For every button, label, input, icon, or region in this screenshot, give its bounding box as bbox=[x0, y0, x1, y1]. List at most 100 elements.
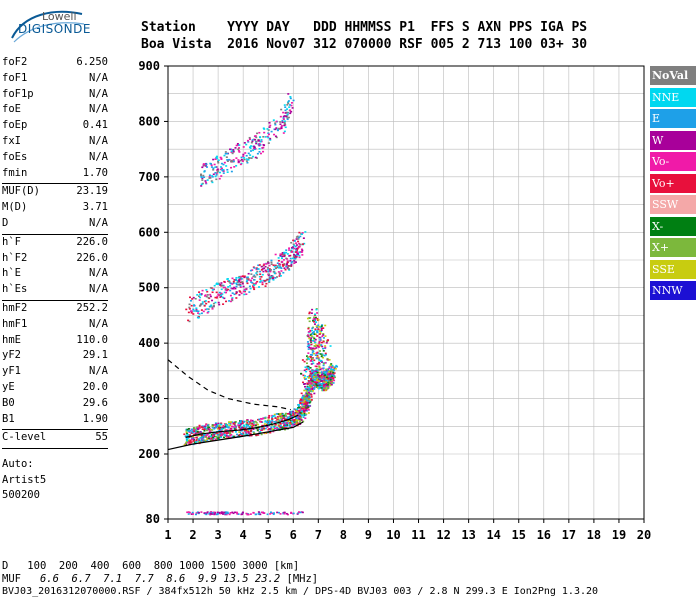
echo-point bbox=[277, 417, 280, 420]
param-row: yF1 N/A bbox=[2, 365, 108, 381]
echo-point bbox=[274, 264, 277, 267]
echo-point bbox=[202, 310, 205, 313]
echo-point bbox=[303, 383, 306, 386]
echo-point bbox=[193, 310, 196, 312]
echo-point bbox=[299, 409, 302, 412]
echo-point bbox=[302, 416, 305, 418]
echo-point bbox=[203, 439, 206, 441]
echo-point bbox=[237, 160, 240, 163]
echo-point bbox=[265, 279, 268, 282]
echo-point bbox=[287, 416, 290, 419]
echo-point bbox=[284, 428, 287, 431]
echo-point bbox=[328, 375, 331, 378]
echo-point bbox=[212, 436, 215, 439]
echo-point bbox=[306, 401, 309, 404]
echo-point bbox=[233, 286, 236, 289]
echo-point bbox=[183, 433, 186, 436]
echo-point bbox=[223, 432, 226, 434]
echo-point bbox=[216, 427, 219, 430]
echo-point bbox=[232, 512, 235, 515]
echo-point bbox=[294, 409, 297, 411]
echo-point bbox=[297, 413, 300, 416]
echo-point bbox=[313, 323, 316, 325]
echo-point bbox=[310, 372, 313, 375]
echo-point bbox=[282, 111, 285, 114]
echo-point bbox=[236, 142, 239, 145]
param-value: 6.250 bbox=[76, 56, 108, 68]
echo-point bbox=[314, 341, 317, 344]
echo-point bbox=[209, 511, 212, 513]
echo-point bbox=[249, 150, 252, 152]
echo-point bbox=[293, 420, 296, 422]
echo-point bbox=[282, 271, 285, 274]
echo-point bbox=[278, 426, 281, 429]
echo-point bbox=[266, 266, 269, 269]
echo-point bbox=[319, 326, 322, 328]
echo-point bbox=[291, 260, 294, 263]
echo-point bbox=[293, 247, 296, 250]
echo-point bbox=[288, 425, 291, 427]
echo-point bbox=[313, 386, 316, 389]
echo-point bbox=[264, 427, 267, 430]
echo-point bbox=[313, 333, 316, 336]
x-tick-label: 6 bbox=[290, 528, 297, 542]
param-row: hmF2 252.2 bbox=[2, 302, 108, 318]
echo-point bbox=[235, 291, 238, 294]
echo-point bbox=[235, 164, 238, 167]
grid bbox=[167, 65, 645, 519]
echo-point bbox=[258, 275, 261, 278]
echo-point bbox=[194, 430, 197, 432]
echo-point bbox=[245, 158, 248, 160]
echo-point bbox=[193, 427, 196, 429]
echo-point bbox=[287, 116, 290, 119]
echo-point bbox=[193, 430, 196, 433]
echo-point bbox=[238, 431, 241, 433]
echo-point bbox=[329, 345, 332, 347]
echo-point bbox=[308, 388, 311, 391]
param-value: N/A bbox=[89, 87, 108, 100]
echo-point bbox=[227, 286, 230, 288]
echo-point bbox=[252, 147, 255, 150]
echo-point bbox=[264, 417, 267, 420]
echo-point bbox=[220, 167, 223, 170]
echo-point bbox=[204, 180, 207, 182]
echo-point bbox=[200, 437, 203, 440]
echo-point bbox=[293, 262, 296, 264]
echo-point bbox=[238, 280, 241, 283]
plot-frame bbox=[167, 65, 645, 520]
echo-point bbox=[259, 273, 262, 276]
echo-point bbox=[244, 432, 247, 434]
echo-point bbox=[241, 513, 244, 515]
echo-point bbox=[326, 372, 329, 375]
echo-point bbox=[310, 373, 313, 375]
echo-point bbox=[250, 273, 253, 275]
echo-point bbox=[257, 268, 260, 270]
echo-point bbox=[213, 432, 216, 434]
echo-point bbox=[280, 253, 283, 256]
echo-point bbox=[291, 419, 294, 421]
echo-point bbox=[312, 326, 315, 329]
legend-item-w: W bbox=[650, 130, 696, 150]
echo-point bbox=[246, 429, 249, 432]
echo-point bbox=[329, 378, 332, 381]
echo-point bbox=[297, 246, 300, 248]
echo-point bbox=[326, 368, 329, 371]
echo-point bbox=[313, 373, 316, 376]
echo-point bbox=[306, 375, 309, 378]
echo-point bbox=[212, 302, 215, 305]
echo-point bbox=[271, 512, 274, 515]
echo-point bbox=[197, 428, 200, 431]
echo-point bbox=[311, 308, 314, 311]
echo-point bbox=[318, 350, 321, 352]
echo-point bbox=[281, 263, 284, 266]
echo-point bbox=[315, 368, 318, 370]
echo-point bbox=[240, 156, 243, 159]
echo-point bbox=[309, 317, 312, 319]
echo-point bbox=[331, 376, 334, 378]
echo-point bbox=[316, 345, 319, 347]
echo-point bbox=[296, 410, 299, 413]
echo-point bbox=[188, 440, 191, 443]
echo-point bbox=[289, 109, 292, 112]
echo-point bbox=[320, 373, 323, 376]
echo-point bbox=[276, 427, 279, 430]
